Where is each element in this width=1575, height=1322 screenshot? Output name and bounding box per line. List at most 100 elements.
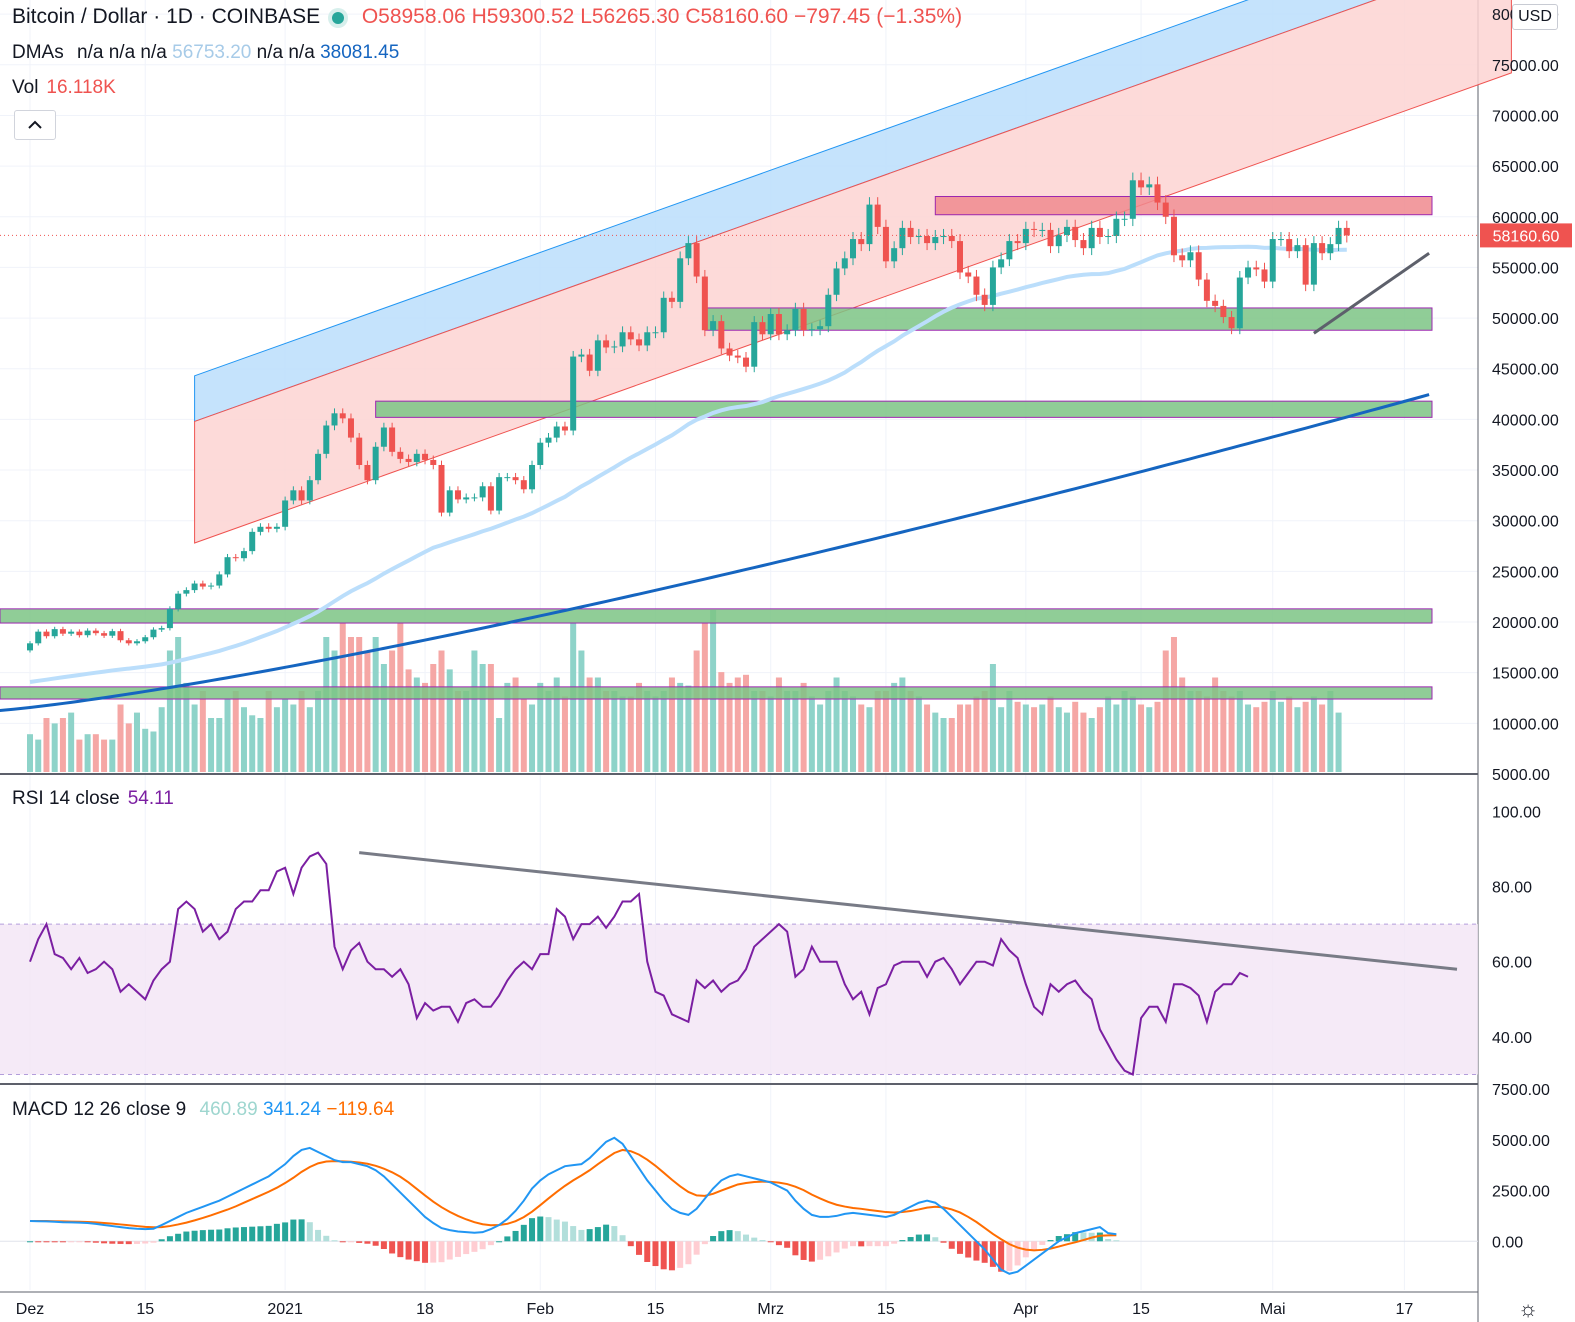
macd-histogram-bar	[652, 1241, 659, 1267]
candle-body	[356, 437, 363, 465]
macd-legend[interactable]: MACD 12 26 close 9 460.89 341.24 −119.64	[12, 1099, 394, 1121]
volume-bar	[899, 677, 906, 772]
candle-body	[273, 526, 280, 529]
volume-bar	[1006, 691, 1013, 772]
candle-body	[315, 453, 322, 481]
candle-body	[858, 239, 865, 245]
volume-bar	[1220, 691, 1227, 772]
volume-bar	[817, 704, 824, 772]
ohlc-change: −797.45 (−1.35%)	[793, 5, 963, 28]
candle-body	[677, 258, 684, 302]
candle-body	[166, 608, 173, 629]
macd-histogram-bar	[685, 1241, 692, 1265]
macd-histogram-bar	[1080, 1232, 1087, 1242]
dmas-na-4: n/a	[256, 42, 284, 63]
candle-body	[537, 442, 544, 465]
rsi-legend[interactable]: RSI 14 close 54.11	[12, 788, 174, 810]
candle-body	[1310, 243, 1317, 285]
collapse-legend-button[interactable]	[14, 110, 56, 140]
candle-body	[1319, 243, 1326, 254]
candle-body	[158, 628, 165, 630]
candle-body	[956, 241, 963, 273]
candle-body	[915, 236, 922, 238]
macd-histogram-bar	[1105, 1239, 1112, 1242]
candle-body	[125, 640, 132, 644]
candle-body	[1269, 239, 1276, 282]
macd-histogram-bar	[981, 1241, 988, 1263]
candles-layer: 58160.60	[0, 172, 1572, 653]
macd-histogram-bar	[570, 1226, 577, 1242]
macd-histogram-bar	[627, 1241, 634, 1247]
volume-bar	[594, 677, 601, 772]
time-axis-tick: Feb	[526, 1301, 554, 1318]
interval[interactable]: 1D	[166, 5, 193, 28]
price-axis-tick: 55000.00	[1492, 260, 1559, 277]
candle-body	[405, 458, 412, 462]
volume-bar	[389, 650, 396, 772]
candle-body	[364, 464, 371, 481]
macd-histogram-bar	[282, 1222, 289, 1242]
dmas-legend[interactable]: DMAs n/a n/a n/a 56753.20 n/a n/a 38081.…	[12, 42, 399, 64]
macd-histogram-bar	[808, 1241, 815, 1262]
candle-body	[1146, 184, 1153, 188]
macd-histogram-bar	[117, 1241, 124, 1244]
macd-histogram-bar	[644, 1241, 651, 1262]
candle-body	[1245, 267, 1252, 278]
symbol-name[interactable]: Bitcoin / Dollar	[12, 5, 148, 28]
candle-body	[306, 480, 313, 501]
macd-histogram-bar	[430, 1241, 437, 1263]
volume-bar	[874, 691, 881, 772]
macd-histogram-bar	[109, 1241, 116, 1244]
candle-body	[1031, 228, 1038, 230]
macd-histogram-bar	[273, 1223, 280, 1242]
volume-bar	[1039, 704, 1046, 772]
macd-histogram-bar	[636, 1241, 643, 1255]
macd-histogram-bar	[677, 1241, 684, 1268]
candle-body	[1335, 227, 1342, 245]
macd-histogram-bar	[858, 1241, 865, 1247]
volume-bar	[405, 669, 412, 772]
price-axis-tick: 50000.00	[1492, 311, 1559, 328]
channel-layer	[0, 0, 1512, 700]
macd-histogram-bar	[1047, 1240, 1054, 1242]
time-axis-tick: Mai	[1260, 1301, 1286, 1318]
macd-histogram-bar	[759, 1240, 766, 1242]
volume-bar	[578, 650, 585, 772]
volume-bar	[973, 696, 980, 772]
price-axis-tick: 60000.00	[1492, 210, 1559, 227]
time-axis-tick: Mrz	[757, 1301, 784, 1318]
volume-bar	[866, 707, 873, 772]
macd-histogram-bar	[940, 1241, 947, 1243]
sma-200-line	[0, 393, 1430, 712]
macd-axis-tick: 2500.00	[1492, 1184, 1550, 1201]
macd-histogram-bar	[882, 1241, 889, 1247]
live-dot-icon	[331, 12, 344, 24]
volume-bar	[1179, 677, 1186, 772]
candle-body	[27, 643, 33, 651]
volume-bar	[133, 712, 140, 772]
volume-bar	[208, 718, 215, 772]
candle-body	[932, 237, 939, 244]
macd-histogram-bar	[710, 1236, 717, 1242]
macd-histogram-bar	[339, 1241, 346, 1243]
vol-legend[interactable]: Vol 16.118K	[12, 77, 116, 99]
candle-body	[1277, 239, 1284, 241]
price-axis-tick: 65000.00	[1492, 159, 1559, 176]
gear-icon[interactable]: ☼	[1518, 1296, 1539, 1321]
macd-histogram-bar	[290, 1219, 297, 1242]
currency-button[interactable]: USD	[1512, 4, 1558, 30]
candle-body	[603, 340, 610, 348]
volume-bar	[989, 664, 996, 772]
macd-histogram-bar	[866, 1241, 873, 1247]
volume-bar	[92, 734, 99, 772]
candle-body	[257, 526, 264, 532]
rsi-axis-tick: 80.00	[1492, 880, 1532, 897]
volume-bar	[347, 637, 354, 772]
candle-body	[175, 593, 182, 609]
candle-body	[644, 332, 651, 346]
volume-bar	[298, 691, 305, 772]
macd-histogram-bar	[142, 1241, 149, 1244]
volume-bar	[356, 637, 363, 772]
volume-bar	[907, 691, 914, 772]
candle-body	[1121, 218, 1128, 220]
